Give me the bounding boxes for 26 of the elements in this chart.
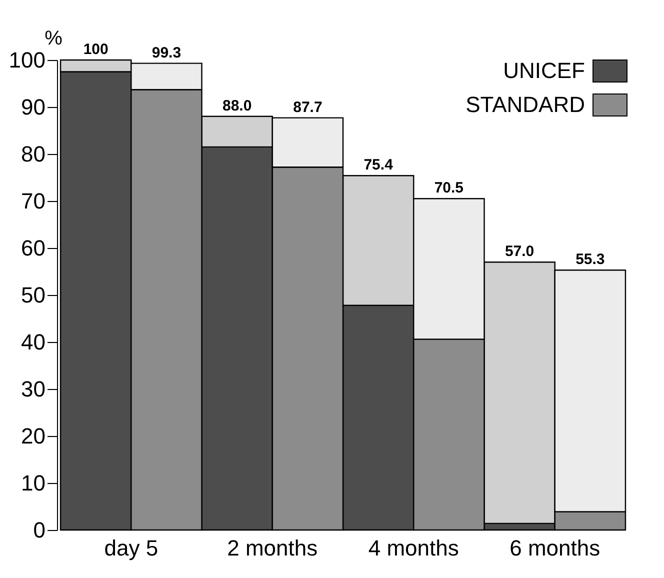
- legend-label: UNICEF: [503, 58, 585, 83]
- y-tick-label: 50: [21, 282, 46, 308]
- total-label: 57.0: [504, 243, 534, 260]
- y-tick-label: 0: [33, 518, 46, 542]
- x-tick-label: 6 months: [510, 536, 600, 560]
- y-tick-label: 30: [21, 376, 46, 402]
- legend-label: STANDARD: [466, 92, 585, 117]
- total-label: 55.3: [576, 251, 605, 268]
- y-tick-label: 60: [21, 236, 46, 260]
- y-tick-label: 20: [21, 424, 46, 448]
- total-label: 99.3: [152, 44, 182, 62]
- total-label: 75.4: [364, 156, 394, 174]
- total-label: 70.5: [434, 180, 464, 197]
- y-tick-label: 80: [21, 142, 46, 166]
- total-label: 100: [83, 41, 108, 58]
- y-tick-label: 40: [21, 330, 46, 354]
- y-tick-label: 90: [21, 94, 46, 120]
- x-tick-label: day 5: [104, 536, 158, 560]
- total-label: 88.0: [222, 97, 252, 114]
- x-tick-label: 4 months: [368, 536, 459, 560]
- total-label: 87.7: [293, 98, 322, 116]
- x-tick-label: 2 months: [227, 536, 318, 560]
- y-axis-title: %: [44, 28, 63, 50]
- y-tick-label: 70: [21, 188, 46, 214]
- y-tick-label: 10: [21, 470, 46, 496]
- y-tick-label: 100: [8, 48, 46, 72]
